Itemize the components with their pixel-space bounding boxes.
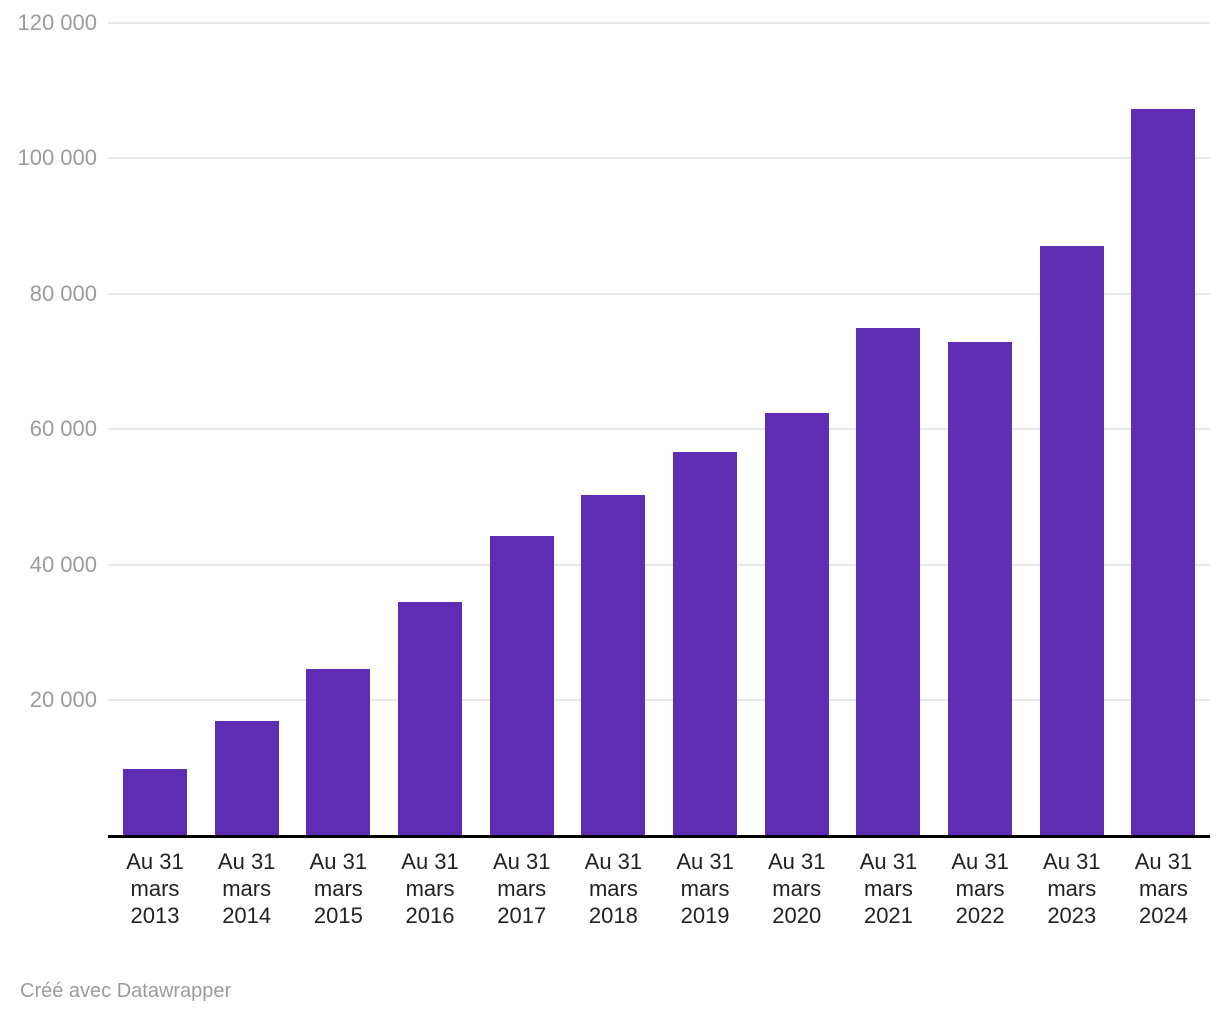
x-tick-label-2018: Au 31 mars 2018 <box>567 848 659 929</box>
bar-2015[interactable] <box>306 669 371 836</box>
bar-2019[interactable] <box>673 451 738 836</box>
x-tick-label-2023: Au 31 mars 2023 <box>1026 848 1118 929</box>
x-tick-label-line: mars <box>405 876 455 901</box>
x-tick-label-line: mars <box>130 876 180 901</box>
gridline-60000 <box>108 428 1210 431</box>
x-axis-line <box>108 835 1210 838</box>
y-tick-label: 120 000 <box>17 9 97 35</box>
gridline-80000 <box>108 292 1210 295</box>
x-tick-label-line: 2024 <box>1138 903 1188 928</box>
x-tick-label-line: Au 31 <box>492 849 551 874</box>
x-tick-label-2017: Au 31 mars 2017 <box>476 848 568 929</box>
x-tick-label-line: Au 31 <box>309 849 368 874</box>
x-tick-label-line: mars <box>680 876 730 901</box>
bar-2013[interactable] <box>123 768 187 836</box>
gridline-40000 <box>108 563 1210 566</box>
x-tick-label-line: 2014 <box>222 903 272 928</box>
x-tick-label-line: 2013 <box>130 903 180 928</box>
x-tick-label-line: mars <box>497 876 547 901</box>
bar-2022[interactable] <box>948 342 1013 836</box>
y-tick-label: 80 000 <box>29 280 97 306</box>
gridline-120000 <box>108 21 1210 24</box>
datawrapper-credit: Créé avec Datawrapper <box>20 980 232 1002</box>
x-tick-label-line: mars <box>955 876 1005 901</box>
y-tick-label: 100 000 <box>17 145 97 171</box>
x-tick-label-line: Au 31 <box>676 849 734 874</box>
x-tick-label-line: 2015 <box>313 903 363 928</box>
bar-2016[interactable] <box>398 602 463 836</box>
x-tick-label-line: Au 31 <box>768 849 826 874</box>
x-tick-label-line: 2023 <box>1047 903 1097 928</box>
x-tick-label-line: Au 31 <box>951 849 1009 874</box>
x-tick-label-line: 2019 <box>680 903 730 928</box>
x-tick-label-line: Au 31 <box>584 849 643 874</box>
x-tick-label-line: mars <box>863 876 913 901</box>
x-tick-label-line: mars <box>1047 876 1097 901</box>
gridline-100000 <box>108 157 1210 160</box>
x-tick-label-line: Au 31 <box>859 849 918 874</box>
x-tick-label-line: Au 31 <box>1043 849 1101 874</box>
bar-2014[interactable] <box>214 720 279 836</box>
x-tick-label-2022: Au 31 mars 2022 <box>934 848 1026 929</box>
x-tick-label-2021: Au 31 mars 2021 <box>842 848 934 929</box>
x-tick-label-line: 2018 <box>588 903 638 928</box>
x-tick-label-line: 2021 <box>863 903 913 928</box>
y-tick-label: 20 000 <box>29 687 97 713</box>
x-tick-label-line: mars <box>313 876 363 901</box>
bar-2024[interactable] <box>1131 108 1196 836</box>
x-tick-label-line: mars <box>222 876 272 901</box>
y-tick-label: 40 000 <box>29 551 97 577</box>
bar-2020[interactable] <box>764 412 829 836</box>
x-tick-label-2020: Au 31 mars 2020 <box>751 848 843 929</box>
x-tick-label-2016: Au 31 mars 2016 <box>384 848 476 929</box>
x-tick-label-line: Au 31 <box>1134 849 1193 874</box>
x-tick-label-line: 2016 <box>405 903 455 928</box>
x-tick-label-2024: Au 31 mars 2024 <box>1117 848 1209 929</box>
y-tick-label: 60 000 <box>29 416 97 442</box>
bar-2023[interactable] <box>1039 245 1104 836</box>
bar-2021[interactable] <box>856 327 921 836</box>
gridline-20000 <box>108 699 1210 702</box>
x-tick-label-2013: Au 31 mars 2013 <box>109 848 201 929</box>
bar-2017[interactable] <box>489 536 554 836</box>
x-tick-label-line: Au 31 <box>217 849 276 874</box>
x-tick-label-line: Au 31 <box>401 849 459 874</box>
x-tick-label-line: mars <box>772 876 822 901</box>
x-tick-label-line: mars <box>1139 876 1188 901</box>
x-tick-label-2014: Au 31 mars 2014 <box>201 848 293 929</box>
x-tick-label-line: 2022 <box>955 903 1005 928</box>
bar-2018[interactable] <box>581 495 646 836</box>
x-tick-label-line: 2020 <box>772 903 822 928</box>
x-tick-label-line: Au 31 <box>126 849 184 874</box>
x-tick-label-line: mars <box>588 876 638 901</box>
x-tick-label-line: 2017 <box>497 903 547 928</box>
x-tick-label-2015: Au 31 mars 2015 <box>292 848 384 929</box>
x-tick-label-2019: Au 31 mars 2019 <box>659 848 751 929</box>
